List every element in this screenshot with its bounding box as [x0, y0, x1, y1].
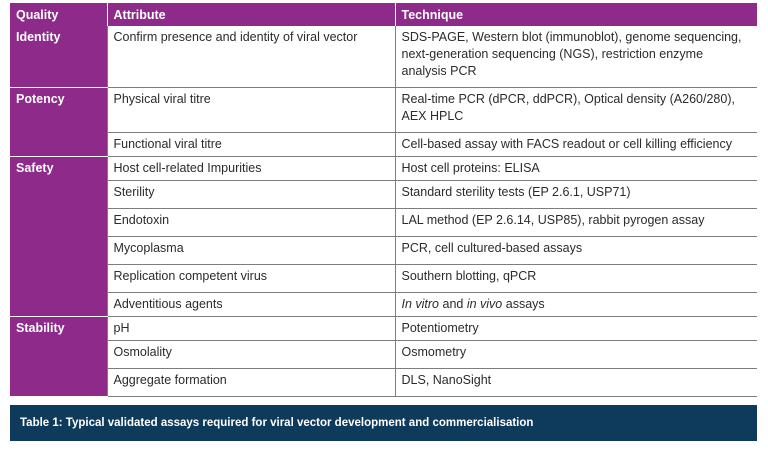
- technique-cell: Cell-based assay with FACS readout or ce…: [395, 132, 757, 157]
- technique-cell: Potentiometry: [395, 316, 757, 341]
- table-row: Identity Confirm presence and identity o…: [10, 26, 757, 88]
- attribute-cell: Mycoplasma: [107, 236, 396, 265]
- assay-table: Quality Attribute Technique Identity Con…: [10, 3, 757, 397]
- table-row: Aggregate formation DLS, NanoSight: [10, 368, 757, 397]
- technique-cell: Southern blotting, qPCR: [395, 264, 757, 293]
- attribute-cell: Adventitious agents: [107, 292, 396, 317]
- table-row: Replication competent virus Southern blo…: [10, 264, 757, 293]
- table-row: Stability pH Potentiometry: [10, 316, 757, 397]
- table-row: Endotoxin LAL method (EP 2.6.14, USP85),…: [10, 208, 757, 237]
- technique-text: and: [439, 296, 467, 311]
- table-row: Functional viral titre Cell-based assay …: [10, 132, 757, 157]
- technique-cell: Standard sterility tests (EP 2.6.1, USP7…: [395, 180, 757, 209]
- header-attribute: Attribute: [107, 3, 396, 26]
- attribute-cell: Physical viral titre: [107, 87, 396, 133]
- attribute-cell: Confirm presence and identity of viral v…: [107, 26, 396, 88]
- header-quality: Quality: [10, 3, 108, 26]
- attribute-cell: Osmolality: [107, 340, 396, 369]
- table-row: Sterility Standard sterility tests (EP 2…: [10, 180, 757, 209]
- technique-cell: Osmometry: [395, 340, 757, 369]
- technique-cell: Host cell proteins: ELISA: [395, 156, 757, 181]
- technique-cell: SDS-PAGE, Western blot (immunoblot), gen…: [395, 26, 757, 88]
- technique-cell: LAL method (EP 2.6.14, USP85), rabbit py…: [395, 208, 757, 237]
- attribute-cell: Host cell-related Impurities: [107, 156, 396, 181]
- assay-table-figure: Quality Attribute Technique Identity Con…: [10, 3, 757, 441]
- technique-text: assays: [502, 296, 545, 311]
- technique-cell: In vitro and in vivo assays: [395, 292, 757, 317]
- technique-cell: PCR, cell cultured-based assays: [395, 236, 757, 265]
- table-row: Osmolality Osmometry: [10, 340, 757, 369]
- technique-cell: DLS, NanoSight: [395, 368, 757, 397]
- header-technique: Technique: [395, 3, 757, 26]
- quality-stability: Stability: [10, 316, 108, 397]
- quality-safety: Safety: [10, 156, 108, 317]
- table-row: Adventitious agents In vitro and in vivo…: [10, 292, 757, 317]
- table-row: Potency Physical viral titre Real-time P…: [10, 87, 757, 157]
- technique-cell: Real-time PCR (dPCR, ddPCR), Optical den…: [395, 87, 757, 133]
- quality-potency: Potency: [10, 87, 108, 157]
- quality-identity: Identity: [10, 26, 108, 88]
- table-row: Safety Host cell-related Impurities Host…: [10, 156, 757, 317]
- attribute-cell: Endotoxin: [107, 208, 396, 237]
- table-caption: Table 1: Typical validated assays requir…: [10, 404, 757, 441]
- table-header-row: Quality Attribute Technique: [10, 3, 757, 26]
- attribute-cell: Sterility: [107, 180, 396, 209]
- attribute-cell: pH: [107, 316, 396, 341]
- attribute-cell: Replication competent virus: [107, 264, 396, 293]
- attribute-cell: Functional viral titre: [107, 132, 396, 157]
- attribute-cell: Aggregate formation: [107, 368, 396, 397]
- table-row: Mycoplasma PCR, cell cultured-based assa…: [10, 236, 757, 265]
- technique-italic-text: in vivo: [466, 296, 503, 311]
- technique-italic-text: In vitro: [401, 296, 440, 311]
